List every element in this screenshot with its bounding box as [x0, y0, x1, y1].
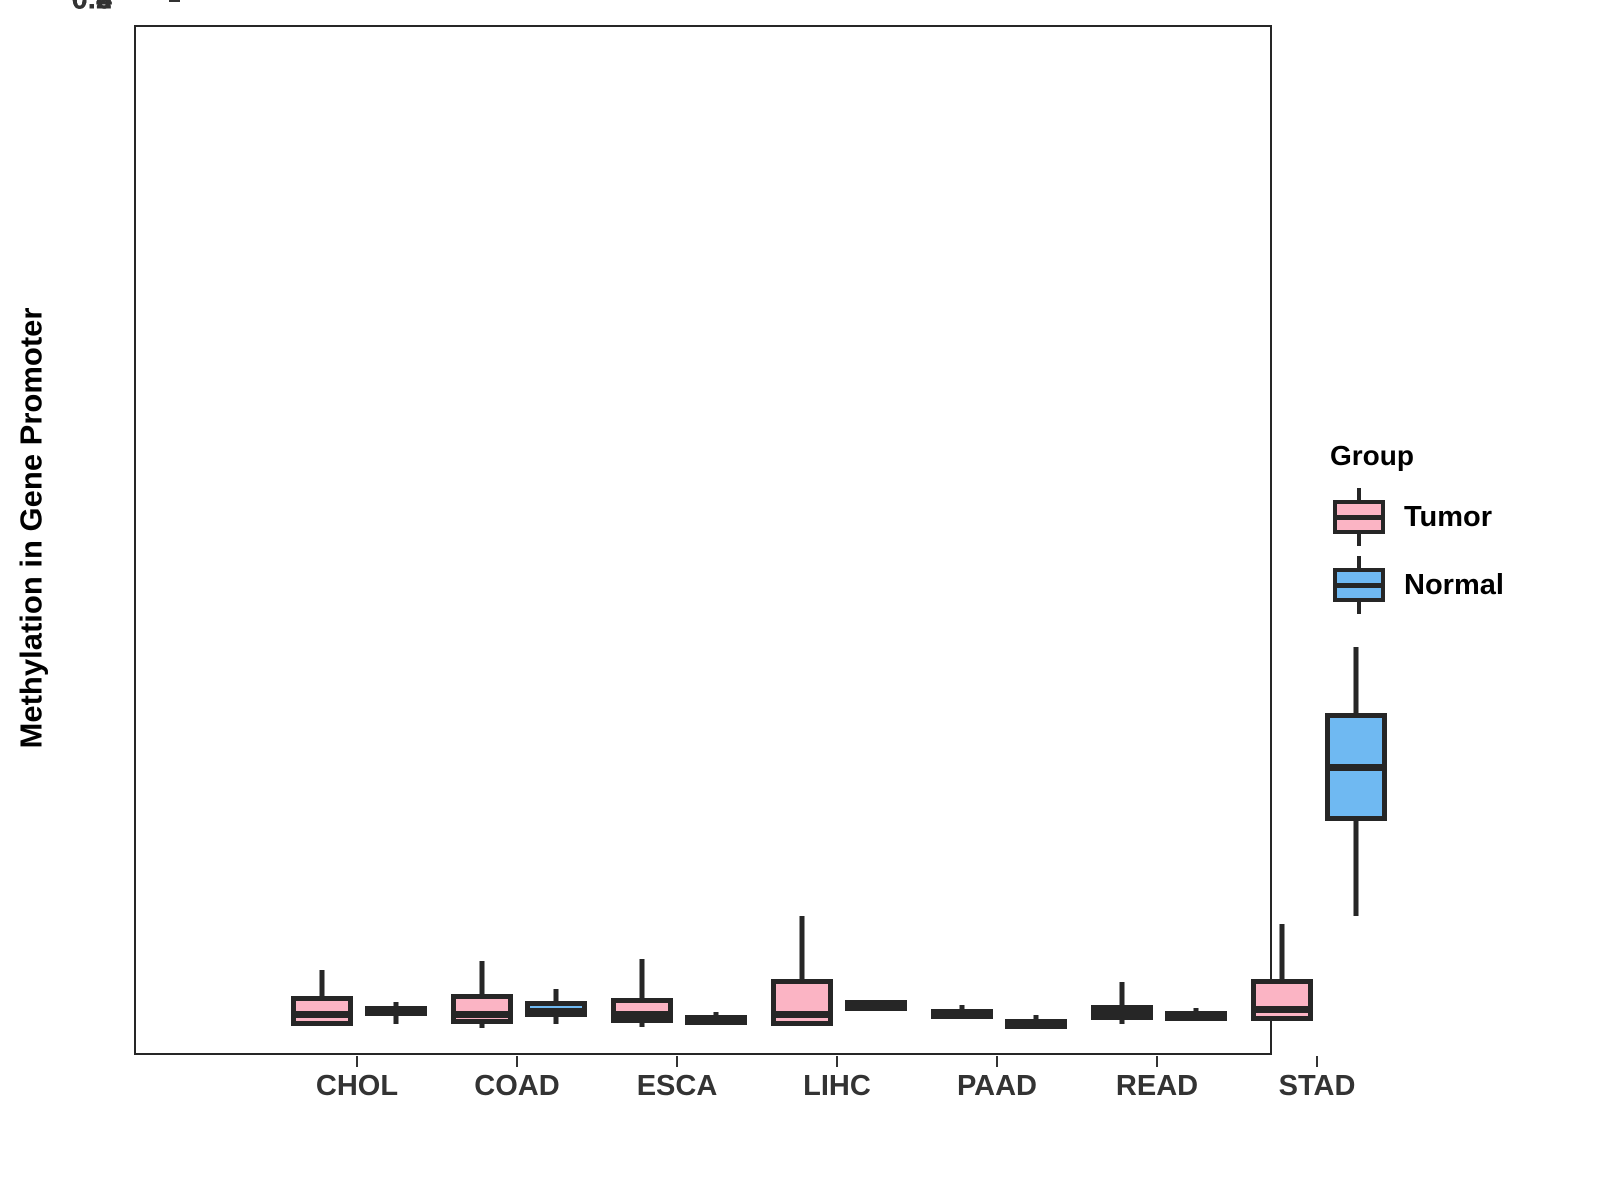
whisker-lower — [1119, 1020, 1125, 1025]
legend-label: Normal — [1404, 568, 1504, 601]
boxplot-chol-tumor[interactable] — [136, 27, 1270, 1053]
median-line — [1165, 1011, 1227, 1019]
x-tick-mark — [996, 1056, 998, 1067]
y-tick-label: 0.4 — [46, 0, 112, 17]
x-tick-mark — [676, 1056, 678, 1067]
whisker-lower — [393, 1016, 399, 1025]
legend-item-normal[interactable]: Normal — [1330, 554, 1580, 616]
x-tick-label-paad: PAAD — [956, 1070, 1038, 1102]
whisker-lower — [639, 1022, 645, 1027]
whisker-lower — [553, 1017, 559, 1025]
x-tick-label-stad: STAD — [1278, 1070, 1356, 1102]
boxplot-stad-normal[interactable] — [136, 27, 1387, 1053]
plot-panel — [134, 25, 1387, 1055]
median-line — [365, 1007, 427, 1015]
y-axis-ticks: 0.00.20.40.6 — [46, 0, 180, 1200]
legend-label: Tumor — [1404, 500, 1493, 533]
whisker-lower — [479, 1024, 485, 1029]
y-tick-label: 0.0 — [46, 0, 112, 17]
whisker-upper — [713, 1011, 719, 1015]
median-line — [771, 1011, 833, 1019]
boxplot-stad-tumor[interactable] — [136, 27, 1313, 1053]
median-line — [685, 1015, 747, 1023]
median-line — [525, 1008, 587, 1016]
median-line — [1325, 763, 1387, 771]
median-line — [291, 1011, 353, 1019]
boxplot-paad-tumor[interactable] — [136, 27, 1270, 1053]
whisker-upper — [1119, 981, 1125, 1006]
x-tick-mark — [1156, 1056, 1158, 1067]
whisker-upper — [639, 958, 645, 999]
legend-title: Group — [1330, 440, 1414, 471]
box-iqr — [291, 995, 353, 1026]
median-line — [845, 1000, 907, 1008]
x-tick-label-read: READ — [1115, 1070, 1199, 1102]
x-tick-label-esca: ESCA — [636, 1070, 718, 1102]
median-line — [1005, 1019, 1067, 1027]
x-tick-mark — [836, 1056, 838, 1067]
legend-median — [1333, 515, 1385, 520]
whisker-upper — [1033, 1014, 1039, 1019]
x-tick-label-lihc: LIHC — [803, 1070, 871, 1102]
box-iqr — [451, 994, 513, 1025]
whisker-upper — [553, 988, 559, 1001]
whisker-upper — [479, 961, 485, 995]
plot-area — [136, 27, 1387, 1053]
whisker-upper — [319, 969, 325, 996]
boxplot-lihc-normal[interactable] — [136, 27, 1270, 1053]
boxplot-paad-normal[interactable] — [136, 27, 1270, 1053]
median-line — [931, 1009, 993, 1017]
legend-item-tumor[interactable]: Tumor — [1330, 486, 1580, 548]
boxplot-chol-normal[interactable] — [136, 27, 1270, 1053]
legend-entries: Tumor Normal — [1330, 486, 1580, 616]
box-iqr — [1251, 979, 1313, 1022]
x-tick-mark — [1316, 1056, 1318, 1067]
legend: Group Tumor Normal — [1330, 440, 1580, 622]
boxplot-lihc-tumor[interactable] — [136, 27, 1270, 1053]
legend-median — [1333, 583, 1385, 588]
y-tick-mark — [169, 0, 180, 2]
whisker-upper — [959, 1005, 965, 1010]
boxplot-read-tumor[interactable] — [136, 27, 1270, 1053]
x-tick-mark — [356, 1056, 358, 1067]
whisker-upper — [1353, 647, 1359, 713]
y-tick-label: 0.6 — [46, 0, 112, 17]
whisker-lower — [1353, 820, 1359, 917]
median-line — [451, 1011, 513, 1019]
x-tick-label-coad: COAD — [474, 1070, 560, 1102]
whisker-upper — [1193, 1007, 1199, 1011]
median-line — [1091, 1008, 1153, 1016]
legend-key-tumor — [1330, 488, 1388, 546]
whisker-upper — [393, 1002, 399, 1007]
x-tick-label-chol: CHOL — [315, 1070, 399, 1102]
boxplot-esca-tumor[interactable] — [136, 27, 1270, 1053]
whisker-upper — [799, 916, 805, 980]
box-iqr — [611, 998, 673, 1023]
x-tick-mark — [516, 1056, 518, 1067]
boxplot-coad-normal[interactable] — [136, 27, 1270, 1053]
y-axis-title: Methylation in Gene Promoter — [13, 307, 49, 748]
whisker-upper — [1279, 924, 1285, 980]
legend-key-normal — [1330, 556, 1388, 614]
boxplot-coad-tumor[interactable] — [136, 27, 1270, 1053]
boxplot-read-normal[interactable] — [136, 27, 1270, 1053]
boxplot-esca-normal[interactable] — [136, 27, 1270, 1053]
median-line — [611, 1011, 673, 1019]
y-tick-label: 0.2 — [46, 0, 112, 17]
median-line — [1251, 1005, 1313, 1013]
